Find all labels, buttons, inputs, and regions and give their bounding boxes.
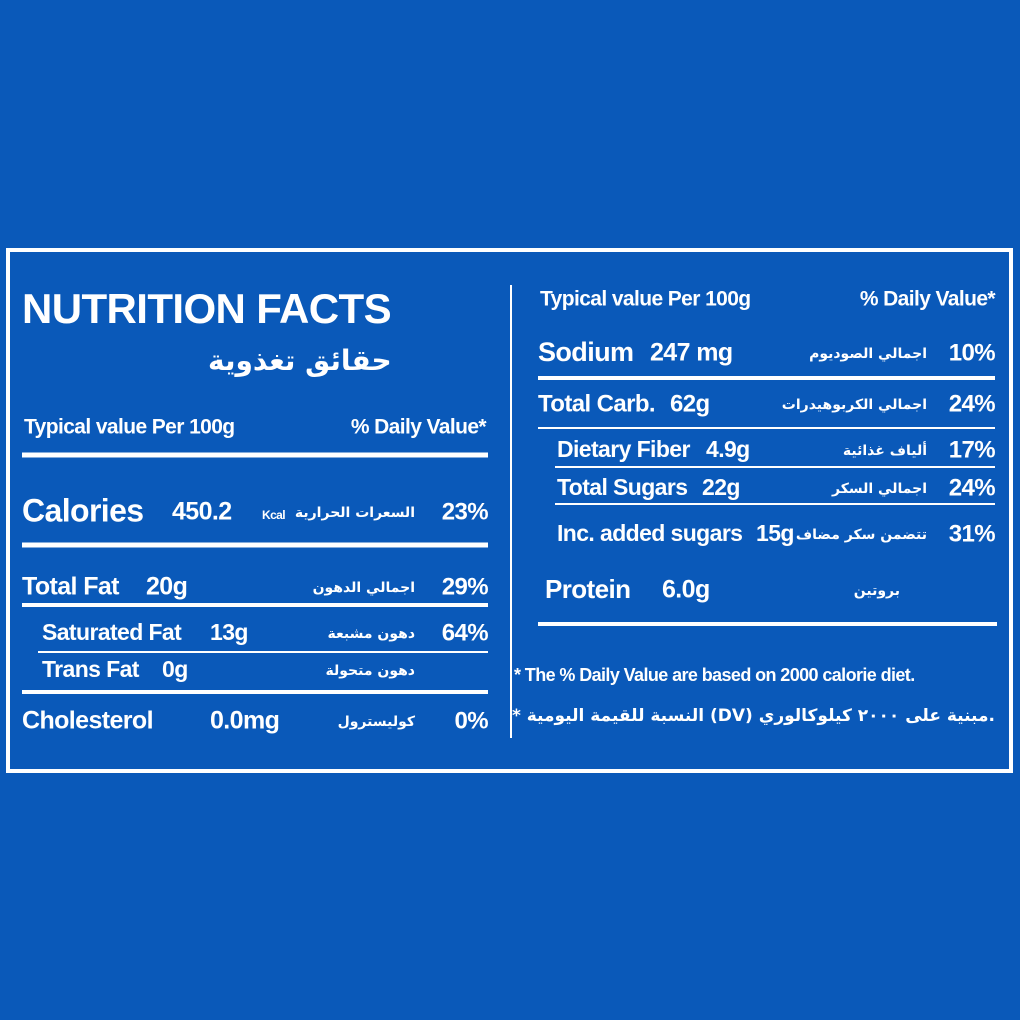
nutrient-amount: 22g bbox=[702, 474, 740, 500]
nutrient-amount: 20g bbox=[146, 573, 187, 601]
daily-value: 64% bbox=[442, 619, 488, 646]
nutrient-amount: 6.0g bbox=[662, 576, 710, 604]
daily-value: 24% bbox=[949, 474, 995, 501]
nutrient-arabic: دهون متحولة bbox=[326, 663, 416, 679]
nutrient-arabic: كوليسترول bbox=[338, 714, 416, 730]
daily-value: 24% bbox=[949, 390, 995, 417]
nutrient-amount: 0g bbox=[162, 656, 188, 682]
nutrient-name: Total Fat bbox=[22, 573, 120, 601]
daily-value: 17% bbox=[949, 436, 995, 463]
title-arabic: حقائق تغذوية bbox=[208, 344, 392, 377]
nutrient-name: Calories bbox=[22, 492, 143, 528]
nutrient-name: Protein bbox=[545, 574, 630, 604]
nutrient-arabic: بروتين bbox=[854, 583, 900, 599]
left-header-dv: % Daily Value* bbox=[351, 416, 488, 439]
nutrient-arabic: دهون مشبعة bbox=[327, 626, 415, 642]
nutrient-amount: 4.9g bbox=[706, 436, 750, 462]
nutrient-unit: Kcal bbox=[262, 508, 285, 522]
left-header-label: Typical value Per 100g bbox=[24, 416, 235, 439]
nutrient-name: Inc. added sugars bbox=[557, 520, 742, 546]
nutrient-amount: 0.0mg bbox=[210, 707, 279, 735]
nutrient-amount: 450.2 bbox=[172, 498, 232, 526]
nutrient-amount: 15g bbox=[756, 520, 794, 546]
nutrient-arabic: اجمالي السكر bbox=[831, 481, 927, 497]
nutrient-name: Cholesterol bbox=[22, 707, 153, 735]
nutrient-amount: 62g bbox=[670, 390, 710, 417]
nutrient-name: Total Carb. bbox=[538, 390, 655, 417]
daily-value: 0% bbox=[455, 707, 489, 734]
daily-value: 10% bbox=[949, 339, 995, 366]
nutrient-arabic: السعرات الحرارية bbox=[295, 505, 415, 521]
footnote: * The % Daily Value are based on 2000 ca… bbox=[514, 665, 915, 685]
nutrient-amount: 13g bbox=[210, 619, 248, 645]
daily-value: 31% bbox=[949, 520, 995, 547]
right-header-label: Typical value Per 100g bbox=[540, 288, 751, 311]
nutrient-amount: 247 mg bbox=[650, 339, 733, 367]
nutrient-name: Saturated Fat bbox=[42, 619, 182, 645]
nutrient-name: Trans Fat bbox=[42, 656, 140, 682]
nutrient-arabic: تتضمن سكر مضاف bbox=[796, 527, 927, 543]
nutrient-arabic: اجمالي الدهون bbox=[313, 580, 415, 596]
nutrient-arabic: اجمالي الصوديوم bbox=[809, 346, 927, 362]
nutrient-name: Total Sugars bbox=[557, 474, 687, 500]
daily-value: 23% bbox=[442, 498, 488, 525]
daily-value: 29% bbox=[442, 573, 488, 600]
nutrient-name: Sodium bbox=[538, 337, 633, 367]
nutrient-arabic: ألياف غذائية bbox=[843, 441, 927, 459]
nutrient-name: Dietary Fiber bbox=[557, 436, 690, 462]
right-header-dv: % Daily Value* bbox=[860, 288, 997, 311]
nutrient-arabic: اجمالي الكربوهيدرات bbox=[782, 397, 927, 413]
footnote-arabic: * النسبة للقيمة اليومية (DV) مبنية على ٢… bbox=[512, 706, 995, 726]
label-border bbox=[6, 248, 1013, 773]
title: NUTRITION FACTS bbox=[22, 285, 391, 332]
